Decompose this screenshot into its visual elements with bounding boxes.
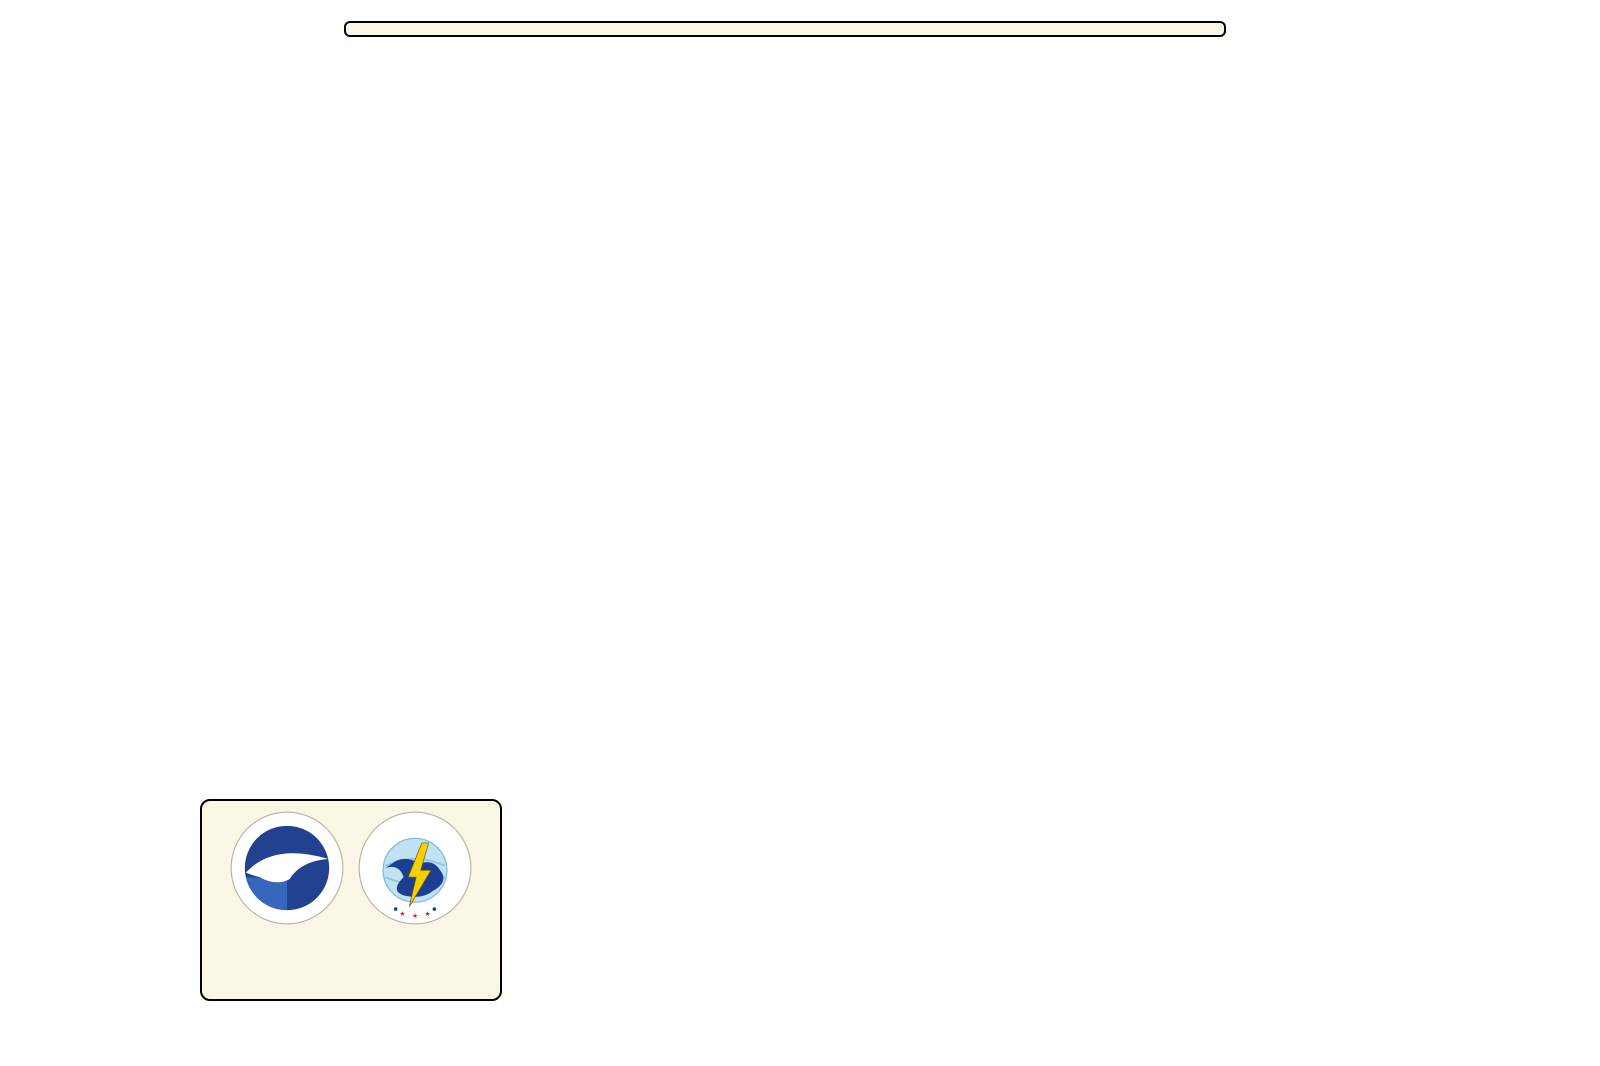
noaa-branding-box: ★ ★ ★ — [200, 799, 502, 1001]
noaa-gull-icon — [245, 853, 329, 883]
nws-cloud-icon — [385, 858, 444, 897]
agency-logos: ★ ★ ★ — [202, 811, 500, 925]
nws-stars: ★ ★ ★ — [393, 907, 437, 920]
svg-text:★: ★ — [399, 910, 405, 918]
noaa-logo — [230, 811, 344, 925]
svg-text:★: ★ — [424, 910, 430, 918]
nws-lightning-icon — [407, 842, 432, 907]
title-box — [344, 21, 1226, 37]
svg-text:★: ★ — [412, 912, 418, 920]
nws-logo: ★ ★ ★ — [358, 811, 472, 925]
